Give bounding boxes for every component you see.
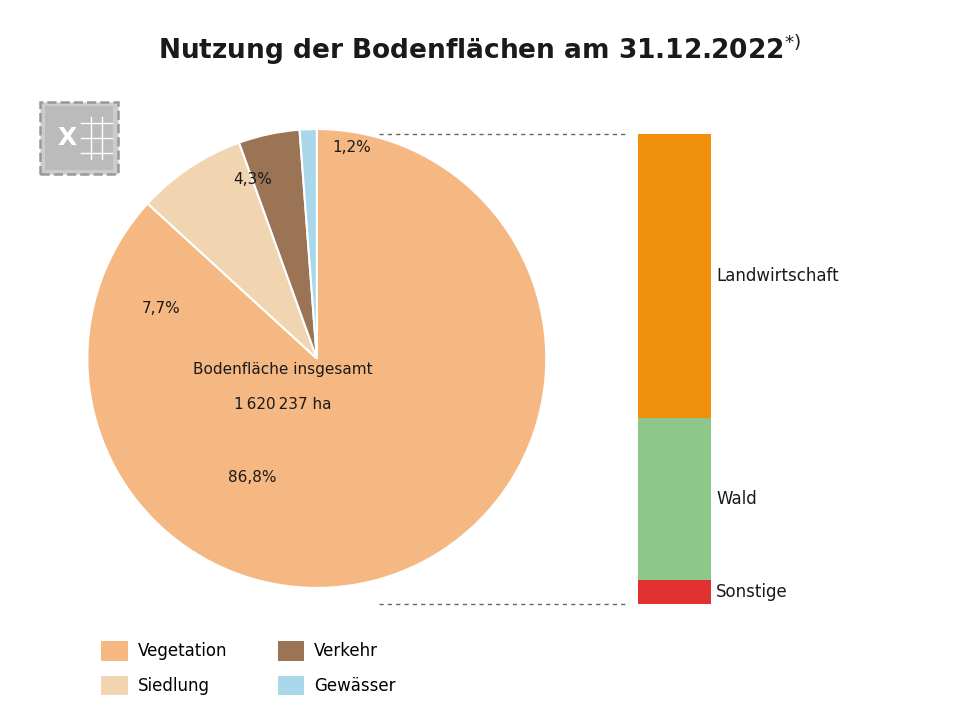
Text: X: X bbox=[58, 126, 77, 150]
FancyBboxPatch shape bbox=[45, 106, 113, 170]
Text: Sonstige: Sonstige bbox=[716, 583, 788, 601]
Text: 1,2%: 1,2% bbox=[332, 140, 371, 155]
Text: 4,3%: 4,3% bbox=[233, 172, 272, 187]
Bar bbox=[638, 581, 710, 604]
Wedge shape bbox=[87, 129, 546, 588]
Wedge shape bbox=[300, 129, 317, 358]
Text: Nutzung der Bodenflächen am 31.12.2022$^{*)}$: Nutzung der Bodenflächen am 31.12.2022$^… bbox=[158, 32, 802, 67]
Text: Landwirtschaft: Landwirtschaft bbox=[716, 267, 839, 285]
FancyBboxPatch shape bbox=[40, 102, 118, 174]
Text: Bodenfläche insgesamt: Bodenfläche insgesamt bbox=[193, 363, 372, 377]
Legend: Vegetation, Siedlung, Verkehr, Gewässer: Vegetation, Siedlung, Verkehr, Gewässer bbox=[95, 635, 402, 701]
Bar bbox=[638, 418, 710, 581]
Text: 7,7%: 7,7% bbox=[141, 300, 180, 315]
Wedge shape bbox=[239, 130, 317, 358]
Wedge shape bbox=[148, 143, 317, 358]
Text: 1 620 237 ha: 1 620 237 ha bbox=[233, 397, 331, 412]
Bar bbox=[638, 134, 710, 418]
Text: Wald: Wald bbox=[716, 490, 757, 508]
Text: 86,8%: 86,8% bbox=[228, 470, 276, 485]
